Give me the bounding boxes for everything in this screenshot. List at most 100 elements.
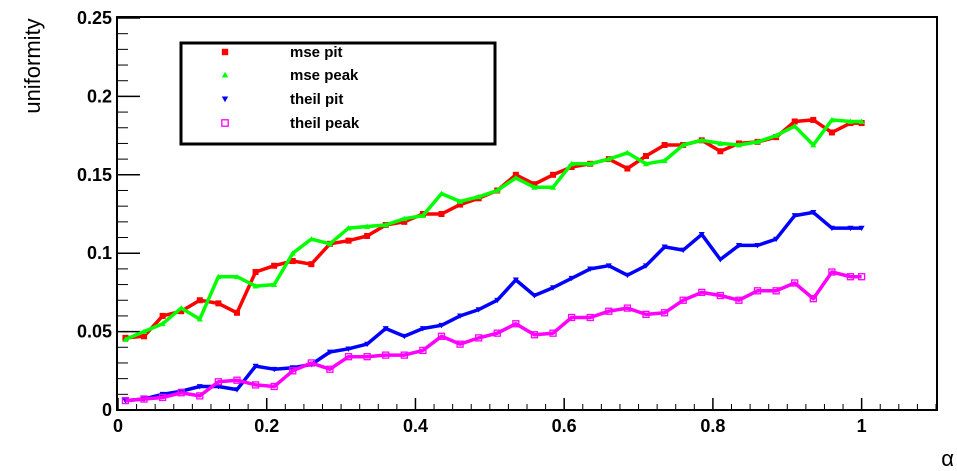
data-point xyxy=(810,142,817,148)
series-mse-peak xyxy=(122,116,865,342)
data-point xyxy=(847,118,854,124)
data-point xyxy=(605,307,613,315)
data-point xyxy=(475,193,482,200)
data-point xyxy=(587,160,594,167)
data-point xyxy=(660,309,669,317)
data-point xyxy=(438,190,445,197)
data-point xyxy=(419,326,426,332)
data-point xyxy=(791,279,799,287)
data-point xyxy=(624,272,631,279)
data-point xyxy=(158,393,167,402)
data-point xyxy=(858,118,865,124)
data-point xyxy=(401,218,408,225)
data-point xyxy=(271,281,278,287)
data-point xyxy=(252,363,259,370)
data-point xyxy=(587,266,594,272)
data-point xyxy=(717,257,724,263)
data-point xyxy=(791,118,798,125)
data-point xyxy=(233,309,240,316)
data-point xyxy=(289,367,297,375)
legend-label: mse pit xyxy=(290,44,343,61)
data-point xyxy=(828,268,836,276)
data-point xyxy=(661,142,668,149)
data-point xyxy=(307,359,315,367)
data-point xyxy=(122,336,129,342)
data-point xyxy=(141,328,148,334)
data-point xyxy=(735,142,742,148)
series-mse-pit xyxy=(122,116,865,341)
data-point xyxy=(857,273,866,281)
data-point xyxy=(680,247,687,254)
data-point xyxy=(289,258,296,265)
data-point xyxy=(568,275,575,282)
data-point xyxy=(196,316,203,322)
data-point xyxy=(457,313,464,319)
data-point xyxy=(401,333,408,340)
data-point xyxy=(698,231,705,238)
data-point xyxy=(809,295,817,303)
data-point xyxy=(159,320,166,327)
data-point xyxy=(550,285,557,291)
data-point xyxy=(437,332,446,340)
data-point xyxy=(624,149,631,156)
data-point xyxy=(494,187,501,193)
series-theil-pit xyxy=(122,210,865,404)
data-point xyxy=(642,310,650,319)
data-point xyxy=(605,263,612,269)
data-point xyxy=(791,213,798,219)
data-point xyxy=(345,225,352,231)
data-point xyxy=(512,171,519,178)
data-point xyxy=(773,132,780,138)
data-point xyxy=(364,223,371,229)
data-point xyxy=(400,351,408,359)
data-point xyxy=(215,300,222,307)
data-point xyxy=(642,152,649,159)
data-point xyxy=(196,392,204,400)
data-point xyxy=(828,116,835,123)
data-point xyxy=(344,353,353,361)
data-point xyxy=(221,48,229,56)
legend-item: mse peak xyxy=(221,67,359,84)
data-point xyxy=(345,346,352,352)
series-line xyxy=(125,210,862,403)
data-point xyxy=(419,346,427,355)
data-point xyxy=(791,123,798,129)
series-line xyxy=(124,118,862,342)
data-point xyxy=(642,263,649,269)
data-point xyxy=(550,184,557,190)
data-point xyxy=(530,331,539,339)
data-point xyxy=(221,71,229,78)
data-point xyxy=(828,225,835,232)
data-point xyxy=(512,320,520,328)
data-point xyxy=(456,340,464,348)
data-point xyxy=(623,304,632,312)
data-point xyxy=(438,322,445,329)
data-point xyxy=(810,210,817,216)
data-point xyxy=(382,221,389,228)
data-point xyxy=(364,341,371,348)
data-point xyxy=(382,351,390,359)
data-point xyxy=(512,174,519,181)
data-point xyxy=(326,365,334,373)
data-point xyxy=(271,262,278,269)
data-point xyxy=(680,142,687,148)
data-point xyxy=(661,244,668,250)
data-point xyxy=(233,387,240,393)
data-point xyxy=(754,242,761,249)
data-point xyxy=(772,287,780,295)
data-point xyxy=(698,137,705,143)
data-point xyxy=(308,261,315,268)
data-point xyxy=(270,382,278,391)
data-point xyxy=(178,308,185,315)
legend: mse pit mse peak theil pit theil peak xyxy=(179,41,497,146)
data-point xyxy=(568,160,575,167)
y-tick-label: 0.15 xyxy=(77,165,112,185)
data-point xyxy=(159,312,166,319)
legend-item: theil pit xyxy=(221,91,343,108)
data-point xyxy=(698,288,706,297)
data-point xyxy=(679,296,687,304)
data-point xyxy=(233,273,240,280)
data-point xyxy=(735,242,742,249)
legend-box xyxy=(179,41,497,146)
series-line xyxy=(125,118,862,340)
